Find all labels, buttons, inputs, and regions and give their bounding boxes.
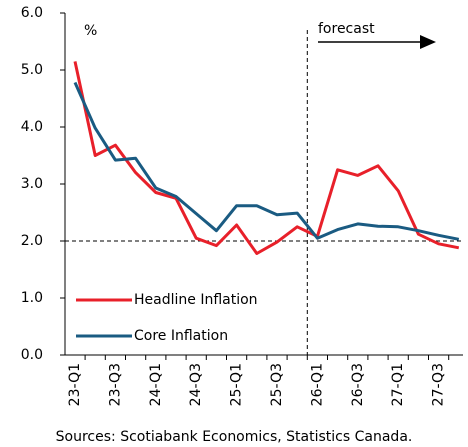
y-unit-label: % — [84, 23, 97, 39]
forecast-label: forecast — [318, 21, 375, 37]
x-tick-label: 23-Q3 — [107, 363, 123, 406]
series-line — [73, 61, 460, 255]
x-tick-label: 25-Q1 — [229, 363, 245, 406]
series-line — [73, 81, 460, 241]
y-tick-label: 6.0 — [21, 5, 43, 21]
legend-label: Core Inflation — [134, 328, 228, 344]
x-tick-label: 26-Q3 — [350, 363, 366, 406]
y-tick-label: 2.0 — [21, 233, 43, 249]
x-tick-label: 23-Q1 — [67, 363, 83, 406]
y-tick-label: 0.0 — [21, 347, 43, 363]
y-tick-label: 5.0 — [21, 62, 43, 78]
y-tick-label: 1.0 — [21, 290, 43, 306]
x-tick-label: 25-Q3 — [269, 363, 285, 406]
x-tick-label: 27-Q3 — [431, 363, 447, 406]
source: Sources: Scotiabank Economics, Statistic… — [56, 429, 413, 445]
legend-label: Headline Inflation — [134, 292, 258, 308]
y-tick-label: 4.0 — [21, 119, 43, 135]
x-tick-label: 27-Q1 — [390, 363, 406, 406]
y-tick-label: 3.0 — [21, 176, 43, 192]
x-tick-label: 26-Q1 — [309, 363, 325, 406]
x-tick-label: 24-Q3 — [188, 363, 204, 406]
x-tick-label: 24-Q1 — [148, 363, 164, 406]
forecast-arrowhead — [420, 35, 436, 49]
